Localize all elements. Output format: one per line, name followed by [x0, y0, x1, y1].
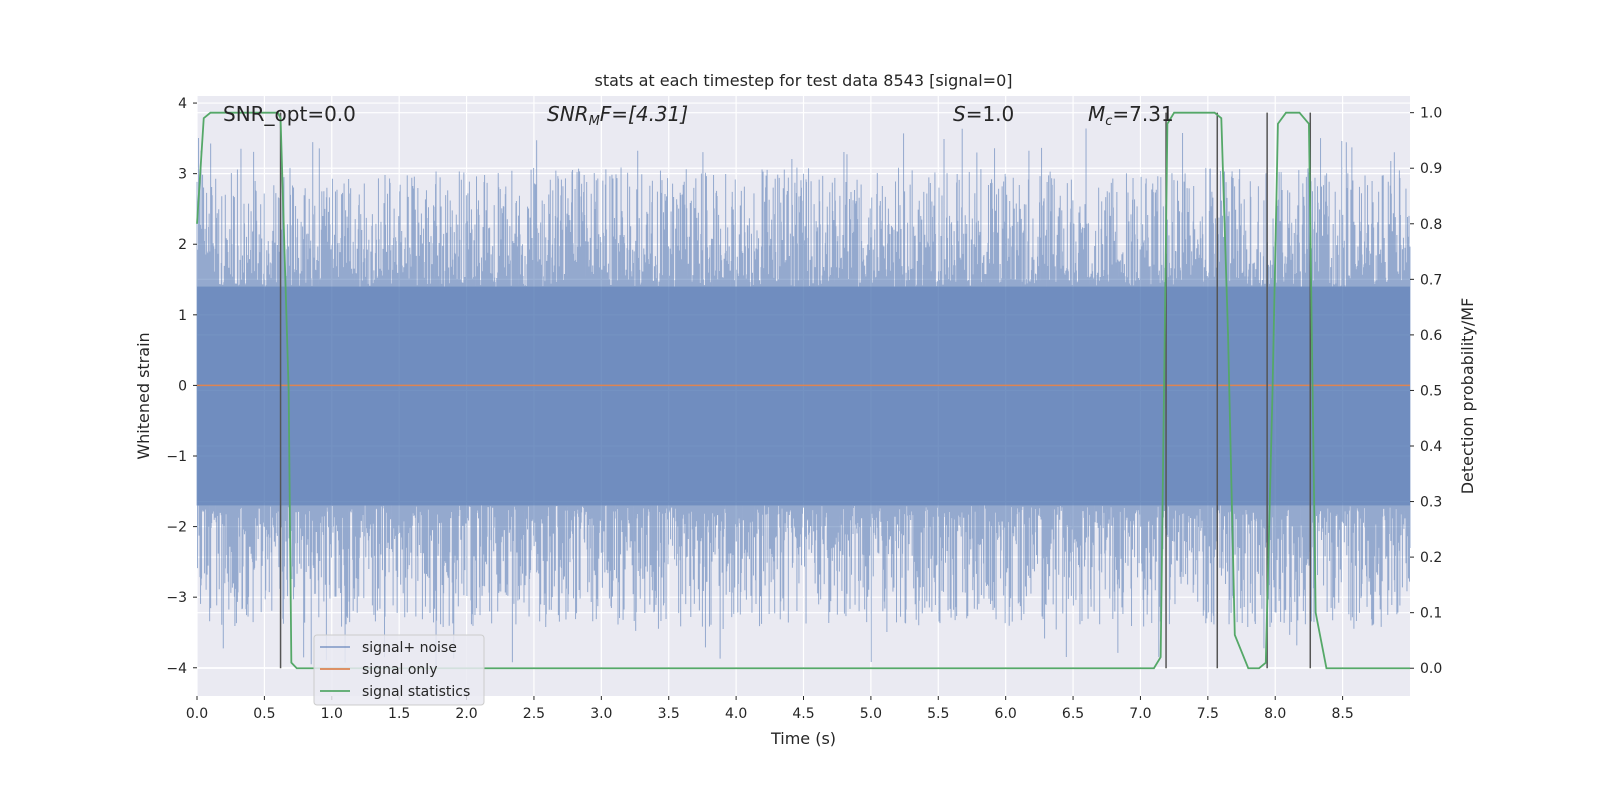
x-tick-label: 2.0	[455, 706, 477, 722]
y-tick-label-left: 2	[178, 237, 187, 253]
legend-label: signal statistics	[362, 684, 470, 700]
y-tick-label-left: −4	[166, 661, 187, 677]
x-tick-label: 1.0	[321, 706, 343, 722]
x-tick-label: 0.0	[186, 706, 208, 722]
y-axis-label-right: Detection probability/MF	[1458, 298, 1477, 495]
annotation-mc: Mc=7.31	[1088, 102, 1174, 129]
s-value: =1.0	[966, 102, 1015, 126]
chart-title: stats at each timestep for test data 854…	[594, 71, 1012, 90]
snr-mf-f: F=[4.31]	[600, 102, 688, 126]
y-tick-label-left: 3	[178, 167, 187, 183]
s-label: S	[953, 102, 966, 126]
x-tick-label: 6.5	[1062, 706, 1084, 722]
y-tick-label-right: 0.0	[1420, 661, 1442, 677]
x-tick-label: 7.5	[1197, 706, 1219, 722]
x-tick-label: 3.0	[590, 706, 612, 722]
x-tick-label: 8.5	[1331, 706, 1353, 722]
signal-noise-series	[196, 128, 1411, 667]
annotation-snr-mf: SNRMF=[4.31]	[547, 102, 688, 129]
x-tick-label: 5.0	[860, 706, 882, 722]
y-tick-label-left: −3	[166, 590, 187, 606]
legend-box	[313, 634, 485, 706]
y-axis-label-left: Whitened strain	[134, 332, 153, 459]
legend: signal+ noise signal only signal statistic…	[313, 634, 485, 706]
x-tick-label: 4.0	[725, 706, 747, 722]
y-tick-label-right: 0.6	[1420, 328, 1442, 344]
y-tick-label-left: 0	[178, 378, 187, 394]
mc-value: =7.31	[1112, 102, 1173, 126]
y-tick-label-right: 1.0	[1420, 106, 1442, 122]
mc-sub: c	[1105, 114, 1112, 129]
series-signal-noise-core	[197, 286, 1410, 506]
y-tick-label-left: 4	[178, 96, 187, 112]
lines	[196, 111, 1410, 670]
x-tick-label: 5.5	[927, 706, 949, 722]
x-tick-label: 0.5	[253, 706, 275, 722]
y-tick-label-right: 0.4	[1420, 439, 1442, 455]
mc-label: M	[1088, 102, 1105, 126]
x-tick-label: 6.0	[995, 706, 1017, 722]
snr-mf-prefix: SNR	[547, 102, 589, 126]
y-tick-label-right: 0.7	[1420, 272, 1442, 288]
legend-label: signal+ noise	[362, 640, 457, 656]
y-tick-label-left: −1	[166, 449, 187, 465]
y-tick-label-right: 0.1	[1420, 606, 1442, 622]
snr-mf-sub: M	[589, 114, 600, 129]
y-tick-label-right: 0.2	[1420, 550, 1442, 566]
y-tick-label-left: 1	[178, 308, 187, 324]
y-tick-label-right: 0.9	[1420, 161, 1442, 177]
annotation-s: S=1.0	[953, 102, 1014, 126]
x-tick-label: 1.5	[388, 706, 410, 722]
axes: 0.0 0.5 1.0 1.5 2.0 2.5 3.0 3.5 4.0 4.5 5.0 5.5 6.0 6…	[166, 96, 1442, 722]
x-axis-label: Time (s)	[770, 729, 836, 748]
annotation-snr-opt: SNR_opt=0.0	[223, 102, 356, 126]
series-signal-statistics	[196, 111, 1410, 670]
x-tick-label: 2.5	[523, 706, 545, 722]
x-tick-label: 7.0	[1129, 706, 1151, 722]
y-tick-label-right: 0.3	[1420, 495, 1442, 511]
x-tick-label: 8.0	[1264, 706, 1286, 722]
annotations: SNR_opt=0.0 SNRMF=[4.31] S=1.0 Mc=7.31	[223, 102, 1174, 129]
x-tick-label: 3.5	[658, 706, 680, 722]
y-tick-label-left: −2	[166, 520, 187, 536]
y-tick-label-right: 0.5	[1420, 383, 1442, 399]
x-tick-label: 4.5	[792, 706, 814, 722]
y-tick-label-right: 0.8	[1420, 217, 1442, 233]
legend-label: signal only	[362, 662, 437, 678]
